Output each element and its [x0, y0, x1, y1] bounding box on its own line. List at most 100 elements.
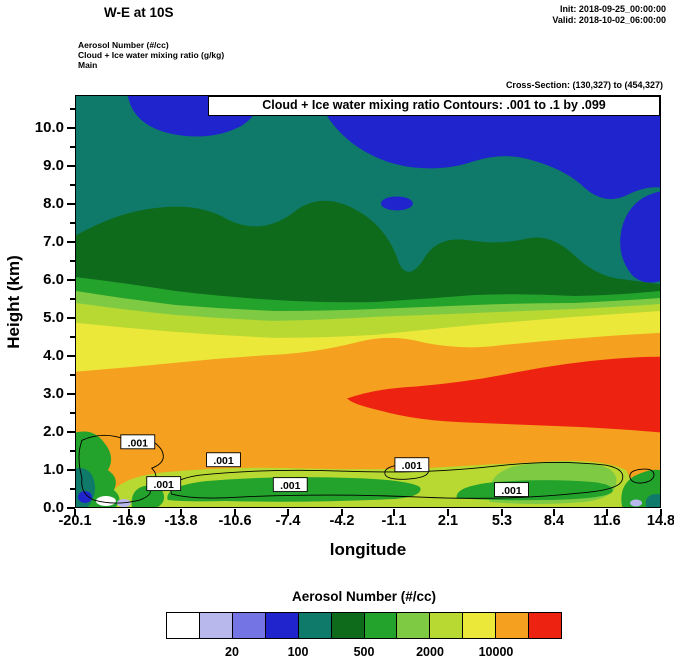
- colorbar-cell: [167, 613, 200, 638]
- y-minor-tick: [70, 412, 75, 414]
- x-tick: [606, 509, 608, 516]
- contour-label-box: .001: [272, 477, 308, 492]
- y-minor-tick: [70, 146, 75, 148]
- colorbar-cell: [463, 613, 497, 638]
- colorbar-cell: [529, 613, 562, 638]
- x-tick-label: -1.1: [381, 513, 407, 529]
- y-tick: [67, 469, 75, 471]
- y-minor-tick: [70, 488, 75, 490]
- page-title: W-E at 10S: [104, 5, 174, 20]
- plot-area: .001 .001 .001 .001 .001: [75, 95, 661, 508]
- contour-label-text: .001: [154, 480, 175, 491]
- colorbar-tick-label: 2000: [416, 645, 444, 659]
- contour-line: [170, 462, 624, 499]
- y-tick: [67, 431, 75, 433]
- filled-contour-regions: [76, 96, 660, 507]
- colorbar-tick-label: 100: [287, 645, 309, 659]
- y-tick: [67, 241, 75, 243]
- contour-label-text: .001: [280, 481, 301, 492]
- region-corner-right-lavender: [630, 499, 643, 507]
- contour-label-text: .001: [501, 486, 522, 497]
- x-tick-label: -20.1: [58, 513, 92, 529]
- contour-label-box: .001: [206, 452, 241, 467]
- contour-label-box: .001: [494, 482, 529, 497]
- y-tick-label: 3.0: [43, 385, 64, 402]
- colorbar-cell: [232, 613, 266, 638]
- field-line-aerosol: Aerosol Number (#/cc): [78, 40, 169, 50]
- y-minor-tick: [70, 450, 75, 452]
- region-corner-left-white: [95, 496, 116, 507]
- colorbar-cell: [364, 613, 398, 638]
- colorbar-cell: [397, 613, 431, 638]
- field-line-cloudice: Cloud + Ice water mixing ratio (g/kg): [78, 50, 225, 60]
- y-minor-tick: [70, 336, 75, 338]
- y-tick-label: 4.0: [43, 347, 64, 364]
- y-minor-tick: [70, 184, 75, 186]
- colorbar-tick-label: 20: [225, 645, 239, 659]
- y-minor-tick: [70, 374, 75, 376]
- x-tick: [660, 509, 662, 516]
- y-tick-label: 6.0: [43, 271, 64, 288]
- colorbar-cell: [496, 613, 530, 638]
- timestamps: Init: 2018-09-25_00:00:00 Valid: 2018-10…: [552, 4, 666, 26]
- colorbar-cell: [265, 613, 299, 638]
- x-tick: [341, 509, 343, 516]
- colorbar-tick-label: 10000: [478, 645, 514, 659]
- x-tick: [128, 509, 130, 516]
- region-corner-left-blue: [77, 491, 92, 504]
- field-line-domain: Main: [78, 60, 98, 70]
- region-blue-speck: [380, 196, 413, 211]
- x-tick-label: 8.4: [543, 513, 565, 529]
- y-tick-label: 2.0: [43, 423, 64, 440]
- colorbar-tick-label: 500: [353, 645, 375, 659]
- x-tick-label: -16.9: [112, 513, 146, 529]
- y-minor-tick: [70, 222, 75, 224]
- y-minor-tick: [70, 260, 75, 262]
- region-blue-upper-main: [317, 96, 660, 200]
- contour-label-text: .001: [213, 456, 234, 467]
- colorbar-cell: [199, 613, 233, 638]
- y-tick: [67, 203, 75, 205]
- contour-label-boxes: .001 .001 .001 .001 .001: [120, 434, 529, 497]
- x-tick-label: 2.1: [437, 513, 459, 529]
- y-axis-title: Height (km): [4, 255, 23, 349]
- region-corner-right-teal: [645, 494, 660, 507]
- x-tick-label: -10.6: [218, 513, 252, 529]
- y-tick-label: 5.0: [43, 309, 64, 326]
- x-tick: [553, 509, 555, 516]
- valid-timestamp: Valid: 2018-10-02_06:00:00: [552, 15, 666, 25]
- field-list: Aerosol Number (#/cc) Cloud + Ice water …: [78, 40, 224, 70]
- x-tick: [393, 509, 395, 516]
- y-tick: [67, 507, 75, 509]
- region-red: [347, 356, 660, 433]
- x-tick: [180, 509, 182, 516]
- y-tick: [67, 127, 75, 129]
- y-tick-label: 1.0: [43, 461, 64, 478]
- colorbar-cell: [331, 613, 365, 638]
- contour-line: [629, 468, 655, 484]
- x-tick-label: 5.3: [491, 513, 513, 529]
- region-blue-right-tongue: [620, 191, 660, 283]
- y-tick: [67, 393, 75, 395]
- contour-label-box: .001: [120, 434, 156, 449]
- x-axis-title: longitude: [329, 540, 407, 559]
- y-tick-label: 10.0: [34, 119, 64, 136]
- y-tick: [67, 355, 75, 357]
- colorbar-title: Aerosol Number (#/cc): [291, 589, 437, 604]
- y-tick-label: 9.0: [43, 157, 64, 174]
- colorbar: [166, 612, 562, 639]
- contour-label-text: .001: [402, 461, 423, 472]
- x-tick: [501, 509, 503, 516]
- y-tick-label: 8.0: [43, 195, 64, 212]
- aerosol-field-svg: .001 .001 .001 .001 .001: [76, 96, 660, 507]
- y-tick: [67, 317, 75, 319]
- y-tick-label: 0.0: [43, 499, 64, 516]
- contour-label-box: .001: [394, 457, 430, 472]
- contour-label-text: .001: [128, 438, 149, 449]
- x-tick: [234, 509, 236, 516]
- y-minor-tick: [70, 108, 75, 110]
- y-tick: [67, 279, 75, 281]
- init-timestamp: Init: 2018-09-25_00:00:00: [559, 4, 666, 14]
- contour-label-box: .001: [146, 476, 182, 491]
